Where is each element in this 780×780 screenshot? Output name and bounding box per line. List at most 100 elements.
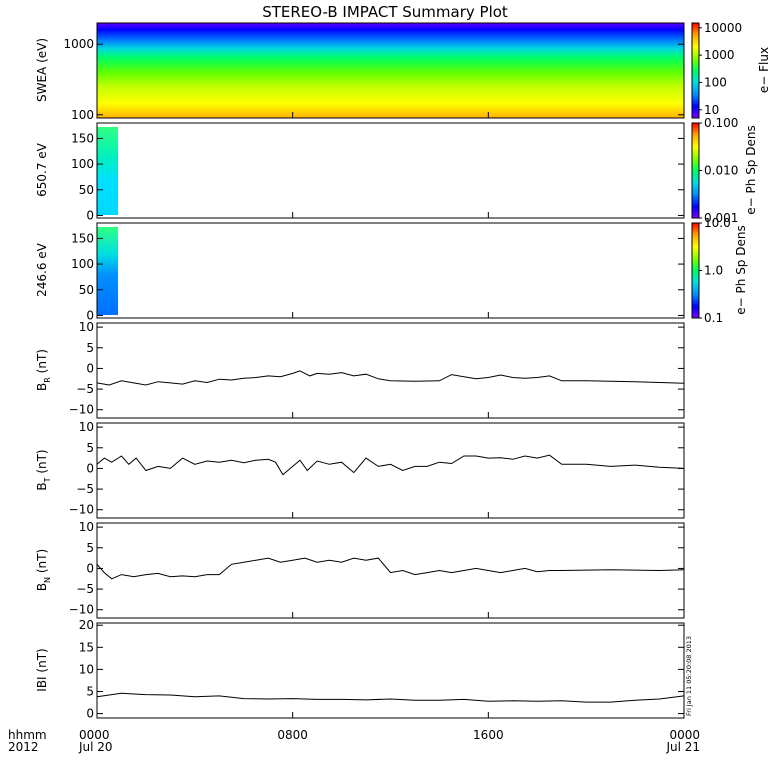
y-axis-ticks: −10 −5 0 5 10: [69, 520, 684, 617]
y-label-symbol: B: [35, 583, 49, 591]
y-label-symbol: B: [35, 482, 49, 490]
y-axis-ticks: −10 −5 0 5 10: [69, 320, 684, 417]
y-axis-label: SWEA (eV): [35, 38, 49, 102]
bt-series-line: [96, 454, 685, 476]
y-tick-label: 150: [71, 231, 94, 245]
x-tick-date: Jul 21: [665, 740, 700, 754]
y-tick-label: 10: [79, 662, 94, 676]
pad-246-spectrogram: [97, 227, 118, 315]
y-tick-label: 5: [86, 541, 94, 555]
y-label-unit: (nT): [35, 449, 49, 477]
y-tick-label: 100: [71, 257, 94, 271]
y-axis-label: BR (nT): [35, 349, 52, 391]
y-tick-label: 1000: [63, 37, 94, 51]
colorbar-tick-label: 0.1: [704, 311, 723, 325]
panel-swea: 100 1000 SWEA (eV) 10 100 1000 10000 e− Flux: [35, 21, 771, 122]
plot-title: STEREO-B IMPACT Summary Plot: [262, 3, 508, 21]
y-tick-label: −10: [69, 503, 94, 517]
colorbar-tick-label: 1000: [704, 48, 735, 62]
x-tick-label: 0800: [277, 728, 308, 742]
colorbar: [691, 22, 700, 119]
panel-bmag: 0 5 10 15 20 IBI (nT) Fri Jan 11 05:20:08 20…: [35, 618, 693, 720]
y-axis-ticks: −10 −5 0 5 10: [69, 420, 684, 517]
colorbar: [691, 222, 700, 319]
y-axis-label: IBI (nT): [35, 648, 49, 691]
panel-frame: [96, 422, 685, 519]
panel-bn: −10 −5 0 5 10 BN (nT): [35, 520, 685, 619]
panel-frame: [96, 122, 685, 219]
y-tick-label: 10: [79, 320, 94, 334]
y-axis-label: 246.6 eV: [35, 242, 49, 297]
colorbar-tick-label: 1.0: [704, 264, 723, 278]
panel-frame: [96, 322, 685, 419]
y-tick-label: 0: [86, 461, 94, 475]
pad-650-spectrogram: [97, 127, 118, 215]
x-tick-label: 0000: [669, 728, 700, 742]
y-label-symbol: B: [35, 383, 49, 391]
y-tick-label: 150: [71, 131, 94, 145]
y-tick-label: 50: [79, 283, 94, 297]
y-tick-label: 100: [71, 157, 94, 171]
y-tick-label: 15: [79, 640, 94, 654]
panel-br: −10 −5 0 5 10 BR (nT): [35, 320, 685, 419]
y-tick-label: 5: [86, 341, 94, 355]
colorbar-tick-label: 10.0: [704, 216, 731, 230]
panel-frame: [96, 522, 685, 619]
y-label-unit: (nT): [35, 549, 49, 577]
colorbar-ticks: 0.001 0.010 0.100: [699, 116, 738, 225]
y-tick-label: 10: [79, 520, 94, 534]
colorbar-label: e− Ph Sp Dens: [734, 225, 748, 314]
y-label-subscript: N: [43, 577, 52, 583]
x-tick-label: 1600: [473, 728, 504, 742]
y-label-subscript: T: [43, 477, 52, 483]
colorbar: [691, 122, 700, 219]
colorbar-ticks: 10 100 1000 10000: [699, 21, 742, 117]
y-tick-label: 0: [86, 361, 94, 375]
y-tick-label: 0: [86, 308, 94, 322]
y-axis-label: BT (nT): [35, 449, 52, 490]
y-tick-label: 0: [86, 561, 94, 575]
bn-series-line: [96, 557, 685, 580]
panel-frame: [96, 222, 685, 319]
y-axis-ticks: 100 1000: [63, 37, 684, 122]
x-tick-label: 0000: [79, 728, 110, 742]
y-tick-label: 5: [86, 684, 94, 698]
y-tick-label: −5: [76, 582, 94, 596]
y-tick-label: 50: [79, 183, 94, 197]
br-series-line: [96, 370, 685, 386]
colorbar-label: e− Flux: [757, 47, 771, 93]
y-tick-label: 5: [86, 441, 94, 455]
x-tick-date: Jul 20: [78, 740, 113, 754]
y-tick-label: 0: [86, 707, 94, 721]
y-axis-ticks: 0 50 100 150: [71, 231, 684, 322]
y-tick-label: 100: [71, 108, 94, 122]
y-axis-label: 650.7 eV: [35, 142, 49, 197]
panel-pad-246: 0 50 100 150 246.6 eV 0.1 1.0 10.0 e− Ph Sp D…: [35, 216, 748, 325]
panel-pad-650: 0 50 100 150 650.7 eV 0.001 0.010 0.100 e− Ph…: [35, 116, 758, 225]
panel-bt: −10 −5 0 5 10 BT (nT): [35, 420, 685, 519]
y-tick-label: 20: [79, 618, 94, 632]
y-label-unit: (nT): [35, 349, 49, 377]
colorbar-tick-label: 10000: [704, 21, 742, 35]
y-tick-label: −10: [69, 603, 94, 617]
y-tick-label: 10: [79, 420, 94, 434]
bmag-series-line: [96, 692, 685, 703]
timestamp-stamp: Fri Jan 11 05:20:08 2013: [685, 636, 693, 716]
colorbar-tick-label: 0.100: [704, 116, 738, 130]
y-tick-label: −5: [76, 482, 94, 496]
colorbar-tick-label: 0.010: [704, 164, 738, 178]
colorbar-ticks: 0.1 1.0 10.0: [699, 216, 731, 325]
y-tick-label: 0: [86, 208, 94, 222]
y-axis-label: BN (nT): [35, 549, 52, 591]
x-axis-label-year: 2012: [8, 740, 39, 754]
y-tick-label: −10: [69, 403, 94, 417]
swea-spectrogram: [97, 23, 684, 118]
y-tick-label: −5: [76, 382, 94, 396]
colorbar-tick-label: 0.001: [704, 211, 738, 225]
x-axis-label-format: hhmm: [8, 728, 47, 742]
colorbar-label: e− Ph Sp Dens: [744, 125, 758, 214]
panel-frame: [96, 22, 685, 119]
panel-frame: [96, 622, 685, 719]
